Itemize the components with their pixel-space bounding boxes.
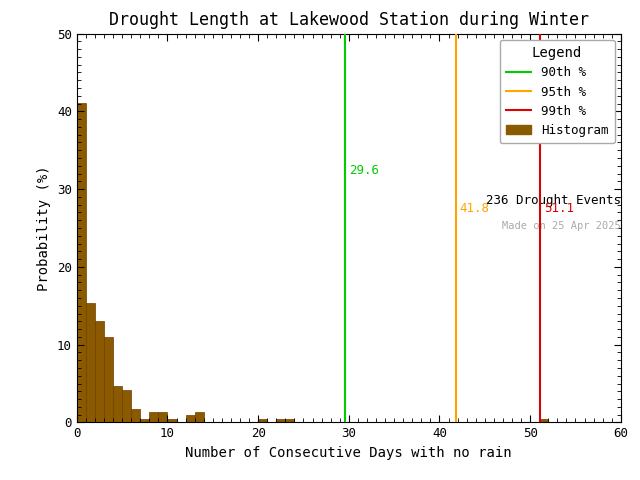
Bar — [539, 420, 548, 422]
Text: Made on 25 Apr 2025: Made on 25 Apr 2025 — [502, 221, 621, 231]
Title: Drought Length at Lakewood Station during Winter: Drought Length at Lakewood Station durin… — [109, 11, 589, 29]
Bar — [168, 420, 177, 422]
Bar — [285, 420, 294, 422]
Bar — [140, 420, 149, 422]
Bar — [149, 412, 158, 422]
Bar — [131, 409, 140, 422]
Bar — [276, 420, 285, 422]
Bar — [113, 386, 122, 422]
Bar — [86, 303, 95, 422]
Text: 236 Drought Events: 236 Drought Events — [486, 194, 621, 207]
Bar — [95, 321, 104, 422]
X-axis label: Number of Consecutive Days with no rain: Number of Consecutive Days with no rain — [186, 446, 512, 460]
Bar — [104, 337, 113, 422]
Legend: 90th %, 95th %, 99th %, Histogram: 90th %, 95th %, 99th %, Histogram — [500, 40, 614, 144]
Bar — [77, 103, 86, 422]
Bar — [195, 412, 204, 422]
Bar — [158, 412, 168, 422]
Bar — [258, 420, 268, 422]
Y-axis label: Probability (%): Probability (%) — [37, 165, 51, 291]
Text: 51.1: 51.1 — [544, 203, 573, 216]
Bar — [122, 390, 131, 422]
Text: 29.6: 29.6 — [349, 164, 379, 177]
Bar — [186, 415, 195, 422]
Text: 41.8: 41.8 — [460, 203, 490, 216]
